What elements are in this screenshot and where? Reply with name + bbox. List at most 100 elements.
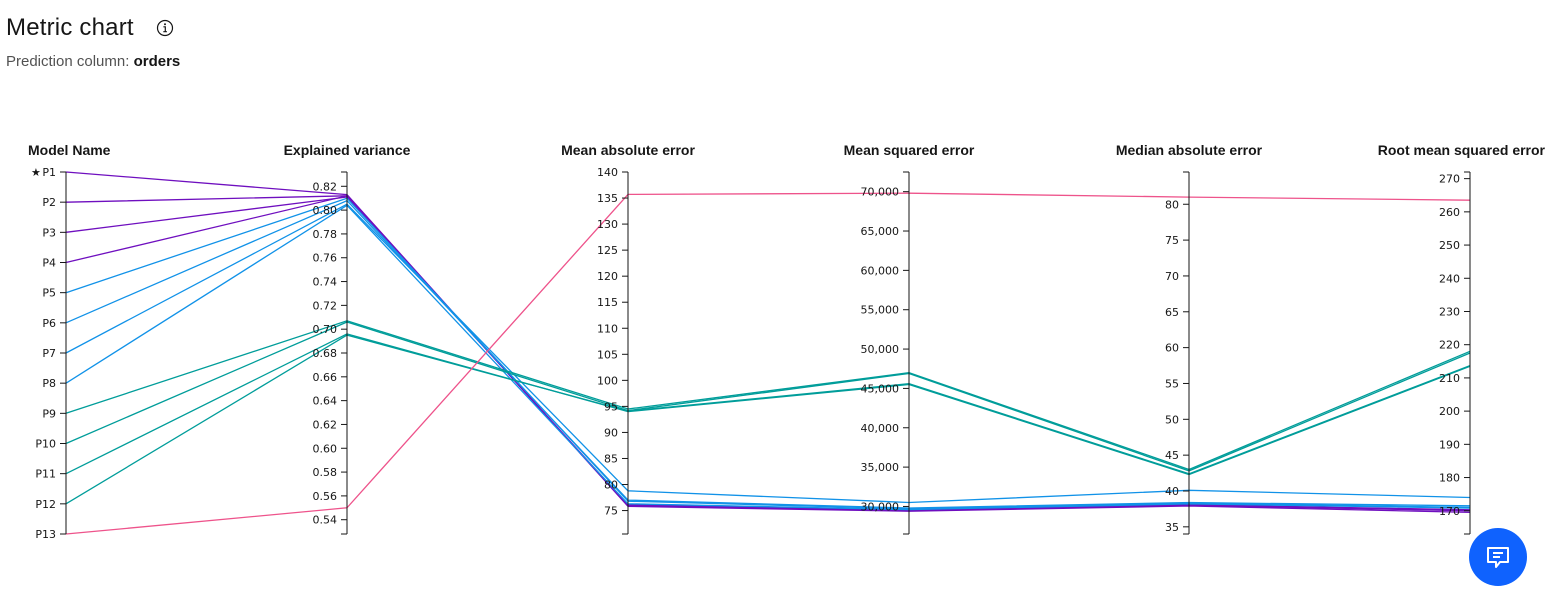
prediction-column-value: orders	[133, 53, 181, 70]
tick-label: 40	[1165, 485, 1179, 498]
series-line-p12	[65, 334, 1471, 505]
tick-label: 210	[1439, 372, 1460, 385]
series-line-p2	[65, 195, 1471, 512]
tick-label: 40,000	[861, 422, 900, 435]
tick-label: 65	[1165, 306, 1179, 319]
series-line-p1	[65, 171, 1471, 514]
tick-label: 50,000	[861, 343, 900, 356]
axis-0: Model Name P1★ P2 P3 P4 P5 P6 P7 P8 P9 P10 P11 P12 P1…	[28, 142, 111, 541]
series-lines	[65, 171, 1471, 535]
tick-label: 0.60	[313, 442, 338, 455]
tick-label: 70	[1165, 270, 1179, 283]
tick-label: 80	[1165, 198, 1179, 211]
model-label-p12: P12	[35, 498, 56, 511]
tick-label: 230	[1439, 305, 1460, 318]
title-row: Metric chart	[6, 14, 180, 42]
tick-label: 130	[597, 218, 618, 231]
tick-label: 0.58	[313, 466, 338, 479]
axis-5: Root mean squared error 170 180 190 200 210 22…	[1378, 142, 1546, 535]
tick-label: 115	[597, 296, 618, 309]
tick-label: 0.64	[313, 395, 338, 408]
tick-label: 200	[1439, 405, 1460, 418]
series-line-p10	[65, 321, 1471, 472]
prediction-column-subtitle: Prediction column: orders	[6, 53, 180, 70]
axis-title: Median absolute error	[1116, 142, 1263, 158]
tick-label: 260	[1439, 206, 1460, 219]
model-label-p11: P11	[35, 468, 56, 481]
tick-label: 220	[1439, 339, 1460, 352]
series-line-p7	[65, 203, 1471, 504]
page-title: Metric chart	[6, 14, 134, 41]
tick-label: 0.76	[313, 252, 338, 265]
axis-1: Explained variance 0.54 0.56 0.58 0.60 0.62 0.…	[284, 142, 411, 535]
tick-label: 65,000	[861, 225, 900, 238]
series-line-p5	[65, 197, 1471, 510]
series-line-p6	[65, 199, 1471, 509]
axis-4: Median absolute error 35 40 45 50 55 60 65 70 75 8…	[1116, 142, 1263, 535]
tick-label: 0.70	[313, 323, 338, 336]
tick-label: 45	[1165, 449, 1179, 462]
model-label-p6: P6	[42, 317, 56, 330]
tick-label: 0.66	[313, 371, 338, 384]
chat-button[interactable]	[1469, 528, 1527, 586]
tick-label: 0.54	[313, 514, 338, 527]
model-label-p3: P3	[42, 226, 56, 239]
prediction-column-label: Prediction column:	[6, 53, 130, 70]
chat-icon	[1487, 547, 1509, 568]
tick-label: 55	[1165, 377, 1179, 390]
tick-label: 90	[604, 426, 618, 439]
tick-label: 0.82	[313, 180, 338, 193]
tick-label: 85	[604, 452, 618, 465]
tick-label: 135	[597, 192, 618, 205]
axis-3: Mean squared error 30,000 35,000 40,000 45,0…	[844, 142, 975, 535]
tick-label: 0.74	[313, 276, 338, 289]
tick-label: 140	[597, 166, 618, 179]
tick-label: 80	[604, 479, 618, 492]
info-icon[interactable]	[156, 19, 174, 37]
model-label-p9: P9	[42, 407, 56, 420]
model-label-p4: P4	[42, 257, 56, 270]
tick-label: 105	[597, 348, 618, 361]
series-line-p8	[65, 204, 1471, 511]
series-line-p3	[65, 196, 1471, 511]
tick-label: 35,000	[861, 461, 900, 474]
tick-label: 125	[597, 244, 618, 257]
tick-label: 75	[1165, 234, 1179, 247]
axis-title: Model Name	[28, 142, 111, 158]
tick-label: 50	[1165, 413, 1179, 426]
tick-label: 95	[604, 400, 618, 413]
tick-label: 0.72	[313, 299, 338, 312]
tick-label: 30,000	[861, 500, 900, 513]
axis-title: Mean absolute error	[561, 142, 695, 158]
tick-label: 110	[597, 322, 618, 335]
tick-label: 60,000	[861, 264, 900, 277]
series-line-p4	[65, 195, 1471, 512]
tick-label: 240	[1439, 272, 1460, 285]
star-icon: ★	[31, 166, 41, 179]
tick-label: 70,000	[861, 186, 900, 199]
tick-label: 45,000	[861, 382, 900, 395]
tick-label: 190	[1439, 438, 1460, 451]
axis-title: Mean squared error	[844, 142, 975, 158]
tick-label: 55,000	[861, 304, 900, 317]
tick-label: 0.62	[313, 418, 338, 431]
model-label-p7: P7	[42, 347, 56, 360]
model-label-p8: P8	[42, 377, 56, 390]
model-label-p5: P5	[42, 287, 56, 300]
axis-title: Explained variance	[284, 142, 411, 158]
model-label-p10: P10	[35, 438, 56, 451]
tick-label: 75	[604, 505, 618, 518]
tick-label: 180	[1439, 472, 1460, 485]
chart-header: Metric chart Prediction column: orders	[6, 14, 180, 70]
axis-2: Mean absolute error 75 80 85 90 95 100 105 110 11…	[561, 142, 695, 535]
tick-label: 60	[1165, 342, 1179, 355]
series-line-p9	[65, 320, 1471, 471]
tick-label: 100	[597, 374, 618, 387]
tick-label: 270	[1439, 173, 1460, 186]
model-label-p13: P13	[35, 528, 56, 541]
tick-label: 0.56	[313, 490, 338, 503]
series-line-p13	[65, 192, 1471, 535]
tick-label: 35	[1165, 521, 1179, 534]
series-line-p11	[65, 333, 1471, 476]
